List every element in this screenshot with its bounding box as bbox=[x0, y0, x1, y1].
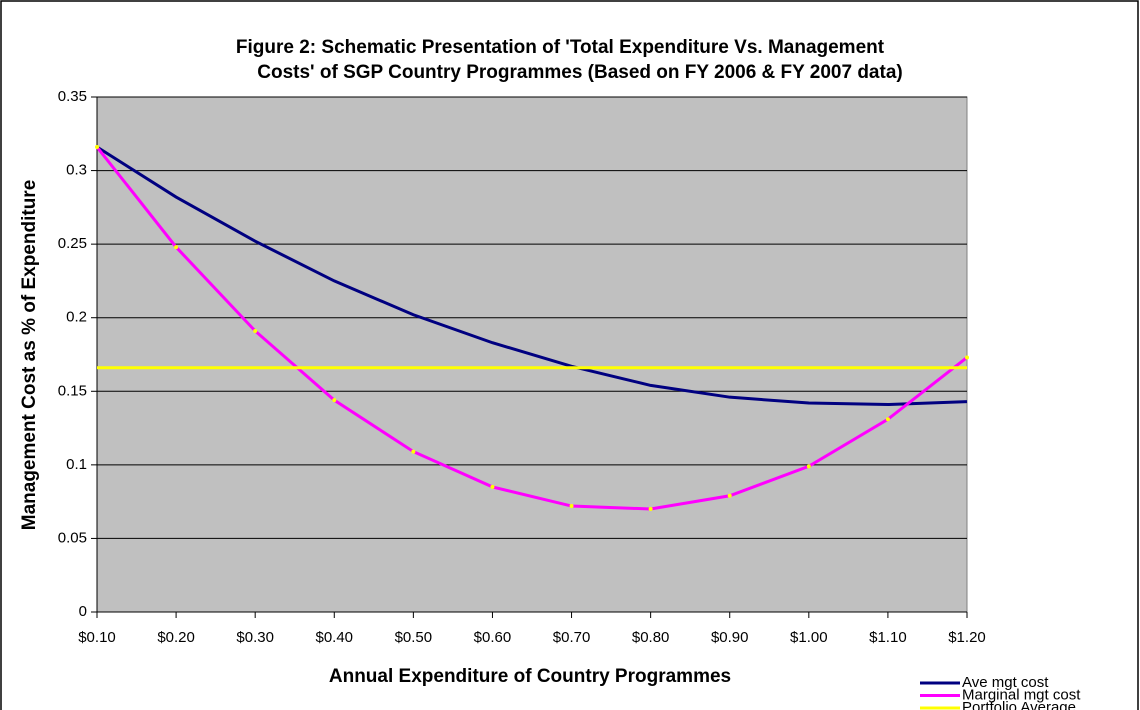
chart-title: Costs' of SGP Country Programmes (Based … bbox=[257, 62, 902, 83]
point-marker bbox=[253, 328, 258, 333]
x-tick-label: $0.40 bbox=[315, 629, 353, 646]
y-tick-label: 0.2 bbox=[66, 309, 87, 326]
point-marker bbox=[965, 355, 969, 360]
y-tick-label: 0.1 bbox=[66, 456, 87, 473]
point-marker bbox=[411, 449, 416, 454]
y-tick-label: 0.35 bbox=[58, 88, 87, 105]
x-tick-label: $0.60 bbox=[474, 629, 512, 646]
y-tick-label: 0.15 bbox=[58, 382, 87, 399]
x-tick-label: $0.10 bbox=[78, 629, 116, 646]
y-tick-label: 0 bbox=[79, 603, 87, 620]
legend-label: Ave mgt cost bbox=[962, 674, 1049, 691]
series-line bbox=[95, 146, 968, 511]
x-tick-label: $0.20 bbox=[157, 629, 195, 646]
x-tick-label: $0.90 bbox=[711, 629, 749, 646]
point-marker bbox=[727, 493, 732, 498]
x-tick-label: $1.20 bbox=[948, 629, 986, 646]
y-axis-label: Management Cost as % of Expenditure bbox=[19, 180, 40, 531]
point-marker bbox=[174, 245, 179, 250]
x-tick-label: $0.80 bbox=[632, 629, 670, 646]
point-marker bbox=[806, 464, 811, 469]
point-marker bbox=[95, 145, 99, 150]
legend-label: Marginal mgt cost bbox=[962, 686, 1081, 703]
point-marker bbox=[332, 398, 337, 403]
point-marker bbox=[885, 417, 890, 422]
x-tick-label: $1.00 bbox=[790, 629, 828, 646]
series-line bbox=[96, 145, 968, 407]
x-tick-label: $0.50 bbox=[395, 629, 433, 646]
y-tick-label: 0.3 bbox=[66, 162, 87, 179]
y-tick-label: 0.25 bbox=[58, 235, 87, 252]
x-axis-label: Annual Expenditure of Country Programmes bbox=[329, 666, 731, 687]
chart-title: Figure 2: Schematic Presentation of 'Tot… bbox=[236, 37, 885, 58]
x-tick-label: $0.30 bbox=[236, 629, 274, 646]
x-tick-label: $1.10 bbox=[869, 629, 907, 646]
y-tick-label: 0.05 bbox=[58, 529, 87, 546]
legend-label: Portfolio Average bbox=[962, 699, 1076, 710]
point-marker bbox=[490, 484, 495, 489]
point-marker bbox=[569, 504, 574, 509]
point-marker bbox=[648, 507, 653, 511]
x-tick-label: $0.70 bbox=[553, 629, 591, 646]
